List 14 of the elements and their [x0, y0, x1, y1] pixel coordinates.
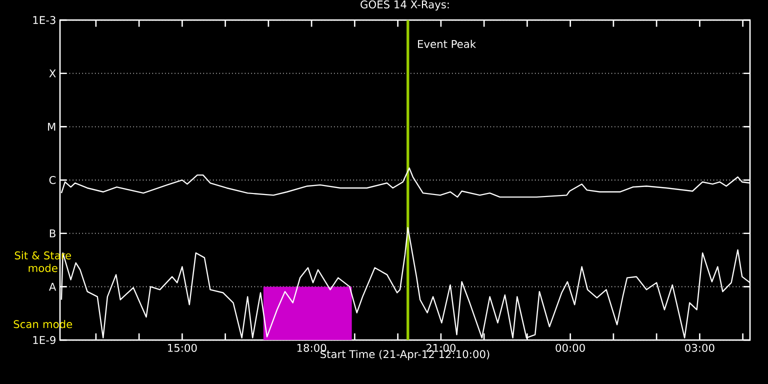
- y-tick-label: C: [49, 176, 56, 184]
- ref-line-label: Event Peak: [418, 40, 476, 48]
- chart-title: GOES 14 X-Rays:: [360, 0, 449, 10]
- y-tick-label: 1E-9: [33, 336, 56, 344]
- y-tick-label: M: [48, 122, 56, 131]
- x-tick-label: 03:00: [685, 344, 714, 352]
- x-tick-label: 18:00: [297, 344, 326, 352]
- y-tick-label: A: [49, 282, 56, 291]
- y-tick-label: X: [49, 70, 56, 78]
- x-tick-label: 15:00: [168, 344, 197, 352]
- x-tick-label: 00:00: [556, 344, 585, 352]
- y-tick-label: 1E-3: [33, 16, 56, 24]
- y-tick-label: B: [50, 230, 56, 238]
- x-tick-label: 21:00: [426, 344, 456, 352]
